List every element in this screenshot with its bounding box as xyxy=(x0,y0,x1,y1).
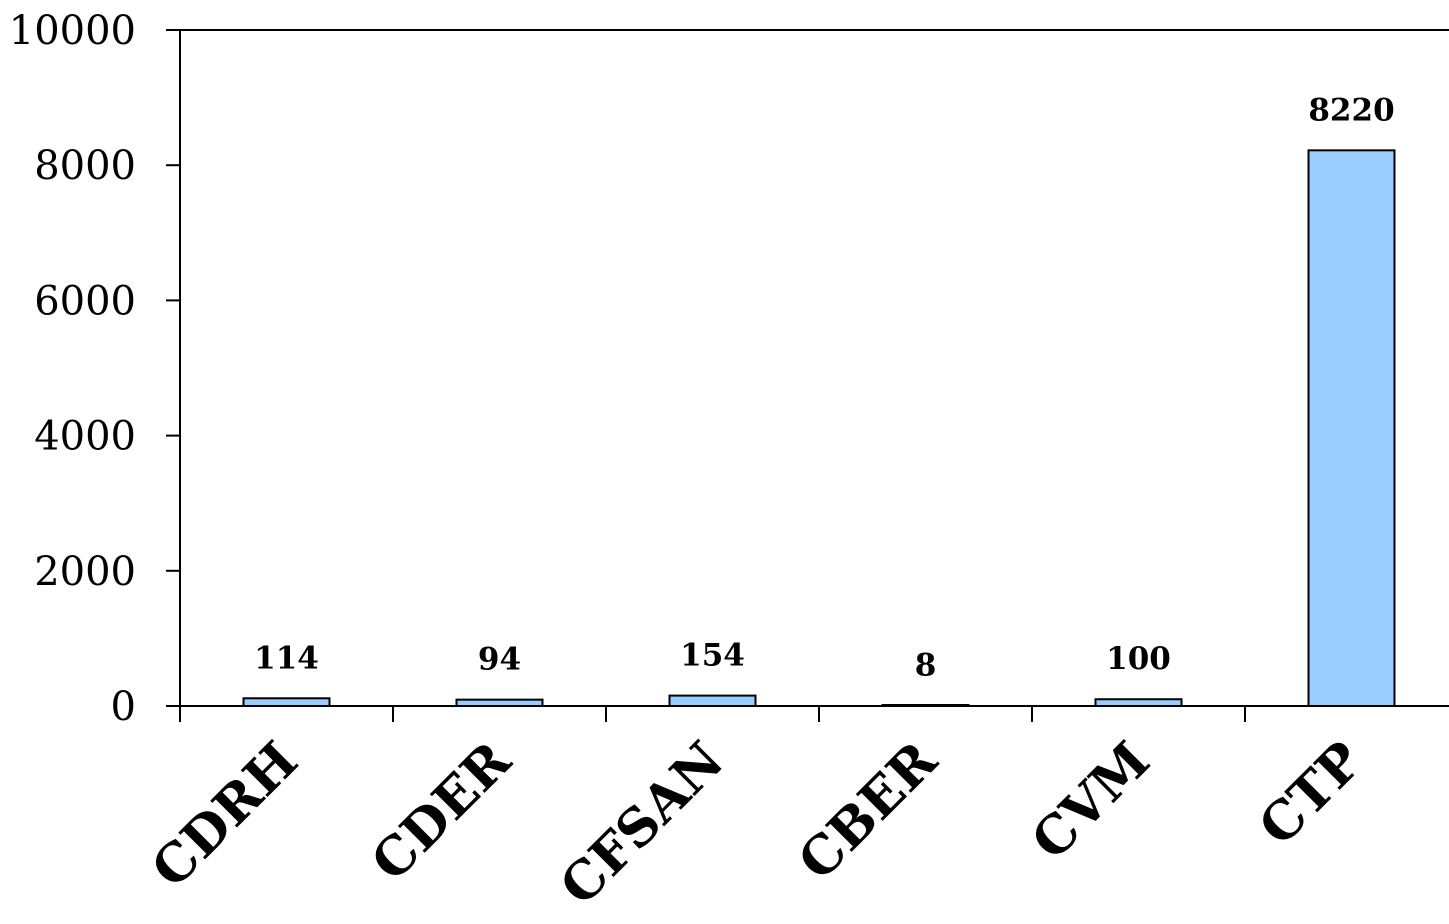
data-label-cdrh: 114 xyxy=(254,640,319,676)
bar-ctp xyxy=(1307,149,1396,707)
category-label-cvm: CVM xyxy=(1020,730,1162,872)
x-axis-ticks: CDRH CDER CFSAN CBER CVM CTP xyxy=(140,706,1375,917)
y-tick-label: 8000 xyxy=(34,143,136,189)
y-tick-label: 2000 xyxy=(34,549,136,595)
bar-cdrh xyxy=(242,697,331,707)
category-label-cder: CDER xyxy=(360,730,523,893)
data-label-cber: 8 xyxy=(915,647,937,683)
data-label-cder: 94 xyxy=(478,642,521,678)
bar-cfsan xyxy=(668,694,757,707)
data-label-ctp: 8220 xyxy=(1308,92,1394,128)
y-tick-label: 4000 xyxy=(34,414,136,460)
y-axis-ticks: 0 2000 4000 6000 8000 10000 xyxy=(9,8,180,730)
bar-cvm xyxy=(1094,698,1183,707)
y-tick-label: 0 xyxy=(111,684,136,730)
data-label-cvm: 100 xyxy=(1106,641,1171,677)
y-tick-label: 6000 xyxy=(34,278,136,324)
category-label-cfsan: CFSAN xyxy=(548,730,735,917)
data-label-cfsan: 154 xyxy=(680,638,745,674)
bars xyxy=(242,149,1396,708)
category-label-ctp: CTP xyxy=(1247,730,1374,857)
category-label-cber: CBER xyxy=(787,730,950,893)
data-labels: 114 94 154 8 100 8220 xyxy=(254,92,1395,683)
category-label-cdrh: CDRH xyxy=(140,730,310,900)
y-tick-label: 10000 xyxy=(9,8,136,54)
